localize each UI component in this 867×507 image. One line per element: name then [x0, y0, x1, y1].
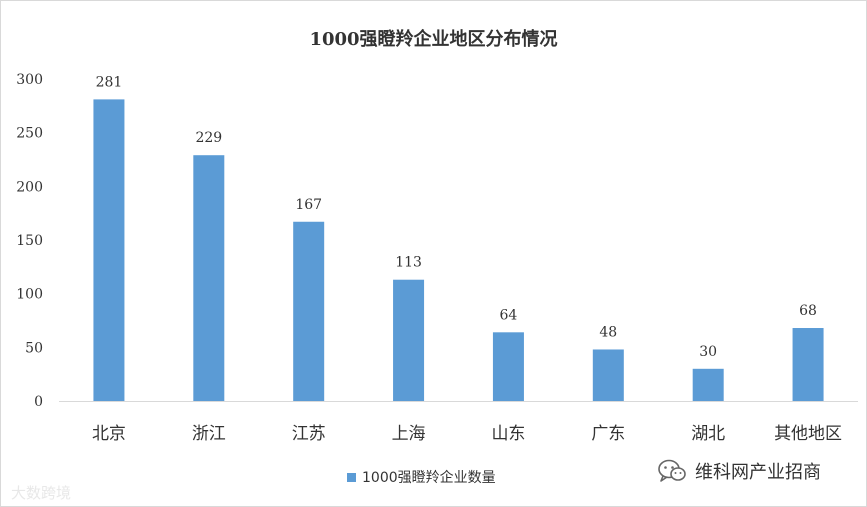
watermark-right-text: 维科网产业招商	[695, 462, 821, 483]
bar	[692, 368, 724, 401]
bar	[592, 349, 624, 401]
data-label: 48	[599, 324, 617, 340]
y-tick-label: 300	[16, 72, 43, 88]
data-label: 68	[799, 303, 817, 319]
wechat-icon	[658, 459, 686, 482]
x-tick-label: 湖北	[691, 424, 725, 444]
x-tick-label: 广东	[591, 424, 625, 444]
data-label: 229	[195, 130, 222, 146]
data-label: 167	[295, 197, 322, 213]
axis-layer: 0 50 100 150 200 250 300	[16, 72, 858, 410]
legend-label: 1000强瞪羚企业数量	[362, 470, 496, 486]
bar	[293, 221, 325, 401]
data-label: 281	[96, 74, 123, 90]
x-tick-label: 山东	[491, 424, 525, 444]
y-tick-label: 0	[34, 394, 43, 410]
watermark-left-text: 大数跨境	[11, 484, 72, 502]
bar	[393, 279, 425, 401]
bar	[492, 332, 524, 401]
y-tick-label: 250	[16, 126, 43, 142]
bar	[792, 328, 824, 401]
data-label: 30	[699, 344, 717, 360]
bar	[93, 99, 125, 401]
legend-swatch	[347, 472, 356, 482]
x-tick-label: 江苏	[292, 424, 326, 444]
y-tick-label: 100	[16, 287, 43, 303]
x-tick-label: 北京	[92, 424, 126, 444]
y-tick-label: 50	[25, 340, 43, 356]
data-label: 64	[500, 307, 518, 323]
data-label: 113	[395, 255, 422, 271]
x-tick-label: 浙江	[192, 424, 226, 444]
x-tick-label: 其他地区	[774, 424, 842, 444]
legend: 1000强瞪羚企业数量	[347, 467, 496, 487]
x-tick-label: 上海	[392, 424, 426, 444]
bar-layer	[93, 99, 824, 401]
y-tick-label: 150	[16, 233, 43, 249]
watermark-right: 维科网产业招商	[657, 458, 821, 484]
label-layer: 281 北京 229 浙江 167 江苏 113 上海 64 山东 48 广东 30 湖北 68 其他地区	[92, 74, 842, 444]
watermark-left: 大数跨境	[11, 482, 71, 503]
y-tick-label: 200	[16, 179, 43, 195]
bar	[193, 155, 225, 401]
chart-title: 1000强瞪羚企业地区分布情况	[309, 29, 558, 50]
